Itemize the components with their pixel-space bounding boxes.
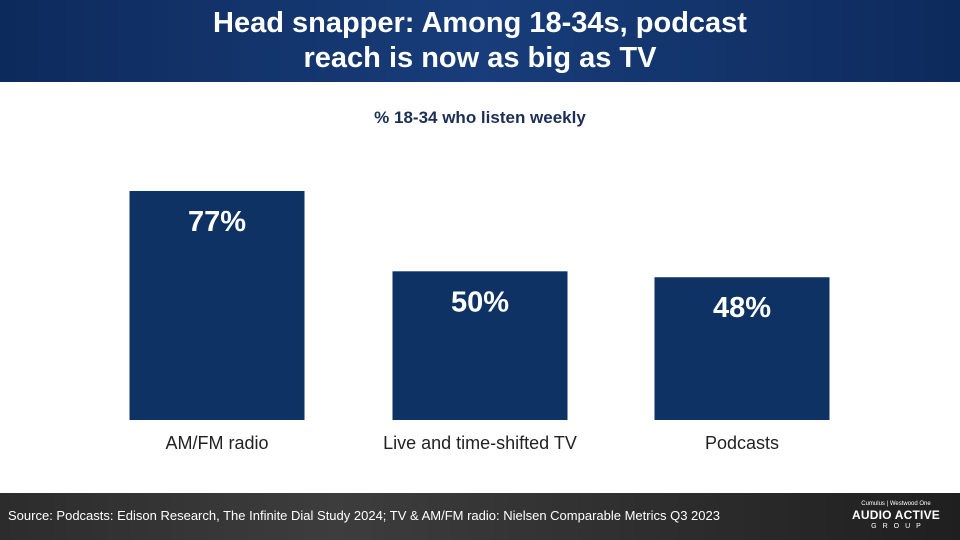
audio-active-group-logo: Cumulus | Westwood One AUDIO ACTIVE GROU… <box>846 500 946 534</box>
category-label: Podcasts <box>705 433 779 453</box>
bar-podcasts <box>654 277 830 420</box>
logo-brand-text: AUDIO ACTIVE <box>852 508 940 522</box>
logo-top-text: Cumulus | Westwood One <box>861 501 931 507</box>
data-label: 50% <box>451 286 509 318</box>
bar-live-and-time-shifted-tv <box>392 271 568 420</box>
footer-bar: Source: Podcasts: Edison Research, The I… <box>0 493 960 540</box>
category-label: Live and time-shifted TV <box>383 433 577 453</box>
title-line-1: Head snapper: Among 18-34s, podcast <box>213 7 747 39</box>
data-label: 77% <box>188 206 246 238</box>
chart-subtitle: % 18-34 who listen weekly <box>374 108 586 127</box>
logo-group-text: GROUP <box>871 523 927 530</box>
category-label: AM/FM radio <box>165 433 268 453</box>
data-label: 48% <box>713 292 771 324</box>
bar-am-fm-radio <box>129 191 305 420</box>
title-banner: Head snapper: Among 18-34s, podcast reac… <box>0 0 960 82</box>
bar-chart: 77% AM/FM radio 50% Live and time-shifted T… <box>129 191 830 453</box>
source-note: Source: Podcasts: Edison Research, The I… <box>8 508 720 523</box>
title-line-2: reach is now as big as TV <box>303 42 657 74</box>
